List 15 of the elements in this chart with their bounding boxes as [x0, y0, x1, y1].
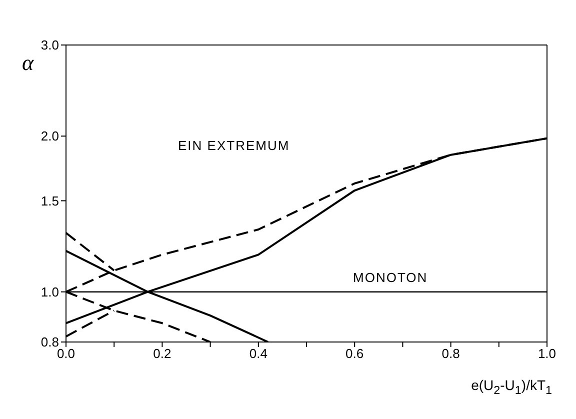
y-tick-label: 3.0	[40, 38, 59, 53]
y-tick-label: 2.0	[40, 128, 59, 144]
annotation: MONOTON	[353, 270, 428, 285]
x-tick-label: 0.8	[442, 346, 460, 362]
y-tick-label: 1.5	[40, 193, 59, 208]
x-tick-label: 0.2	[153, 346, 172, 362]
y-tick-label: 0.8	[40, 334, 59, 350]
x-axis-title: e(U$_{2}$-U$_{1}$)/kT$_{1}$	[471, 376, 552, 399]
x-tick-label: 0.6	[346, 346, 364, 362]
x-tick-label: 0.4	[249, 346, 268, 362]
x-tick-label: 1.0	[538, 346, 556, 362]
y-axis-title: α	[22, 50, 34, 76]
x-tick-label: 0.0	[56, 346, 76, 362]
y-tick-label: 1.0	[40, 284, 59, 300]
annotation: EIN EXTREMUM	[178, 138, 290, 153]
